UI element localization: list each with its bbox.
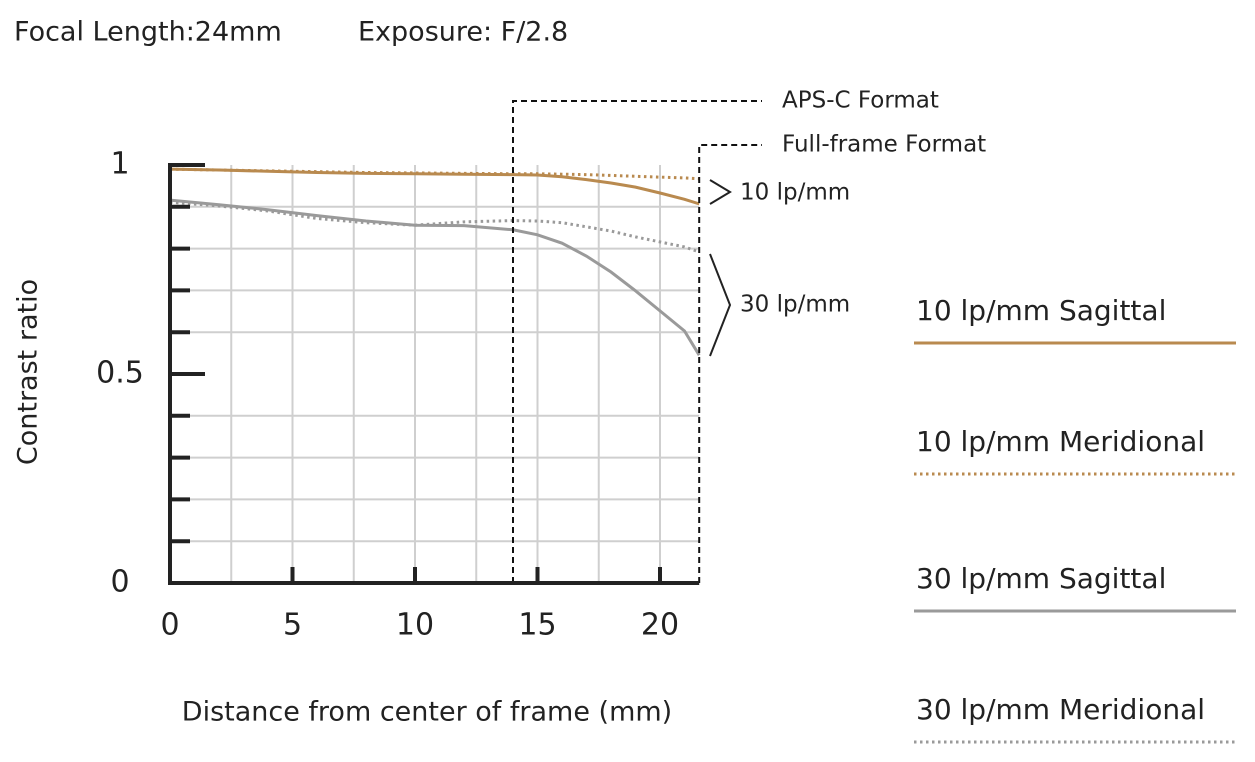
chart-title: Focal Length:24mm	[14, 17, 282, 48]
x-tick-label: 5	[283, 608, 302, 643]
data-line	[169, 198, 701, 356]
legend-label: 10 lp/mm Sagittal	[916, 294, 1166, 327]
y-tick-label: 1	[110, 147, 129, 182]
x-tick-label: 0	[160, 608, 179, 643]
x-tick-label: 20	[641, 608, 679, 643]
chart-subtitle: Exposure: F/2.8	[358, 17, 568, 48]
bracket	[709, 179, 732, 205]
y-tick-label: 0	[110, 565, 129, 600]
bracket	[709, 253, 732, 357]
data-line	[169, 167, 700, 181]
data-line	[169, 200, 700, 254]
x-tick-label: 10	[396, 608, 434, 643]
legend-label: 10 lp/mm Meridional	[916, 425, 1205, 458]
y-tick-label: 0.5	[96, 356, 144, 391]
format-line	[698, 144, 762, 583]
legend-label: 30 lp/mm Meridional	[916, 693, 1205, 726]
format-label: APS-C Format	[782, 88, 939, 114]
x-tick-label: 15	[518, 608, 556, 643]
y-axis-label: Contrast ratio	[13, 279, 44, 465]
group-label: 30 lp/mm	[740, 292, 850, 318]
format-label: Full-frame Format	[782, 132, 986, 158]
group-label: 10 lp/mm	[740, 180, 850, 206]
format-line	[512, 100, 762, 583]
x-axis-label: Distance from center of frame (mm)	[182, 697, 672, 728]
legend-label: 30 lp/mm Sagittal	[916, 562, 1166, 595]
